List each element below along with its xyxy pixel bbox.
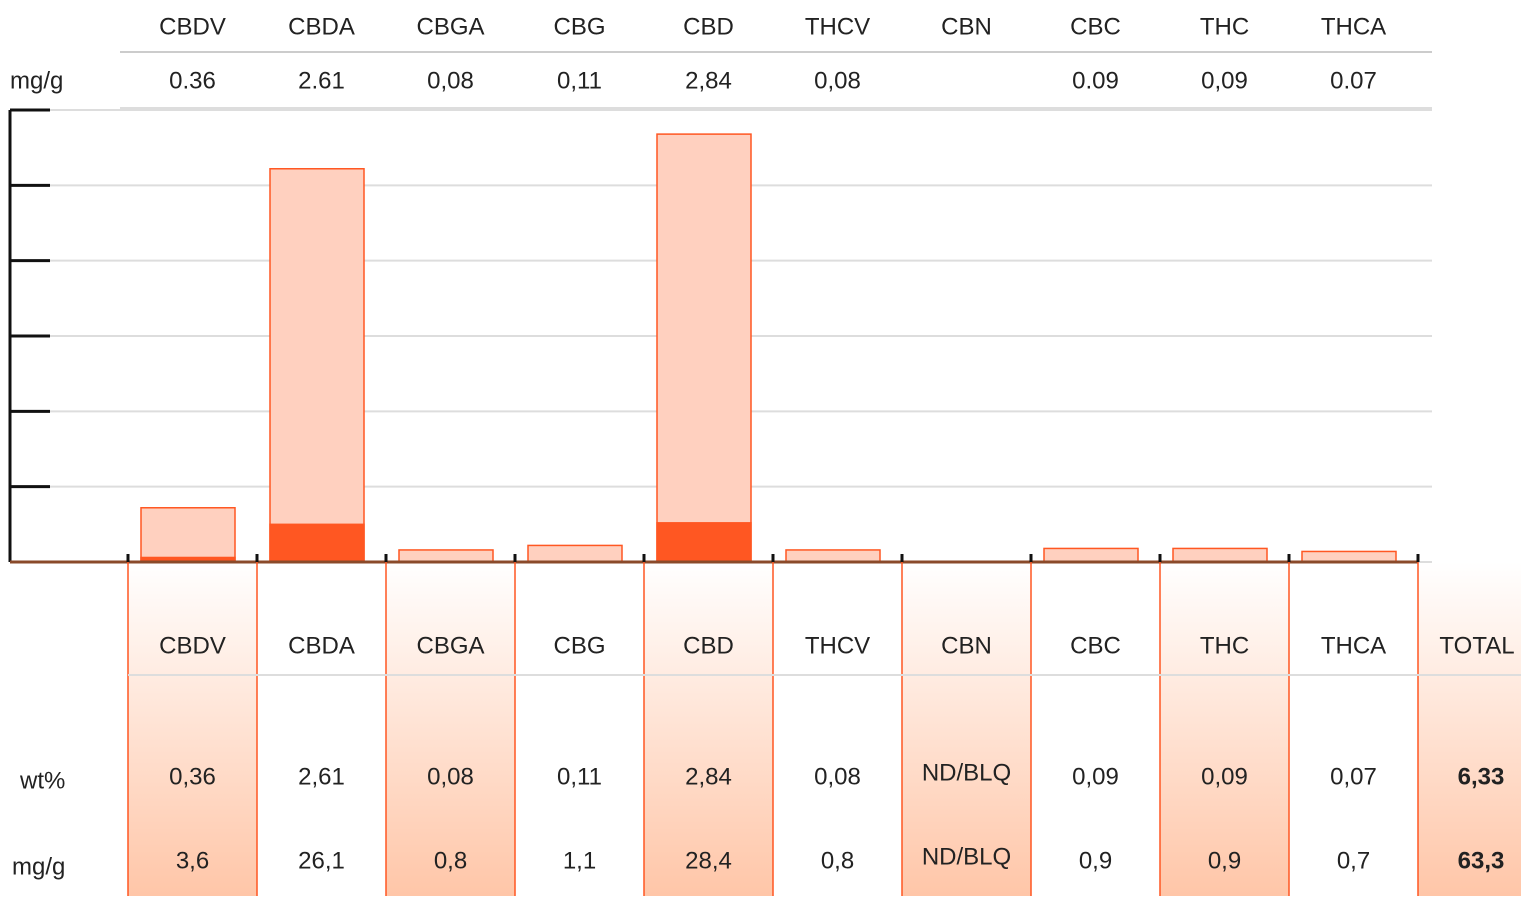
category-label: THCV xyxy=(805,13,870,40)
value-label: 0.36 xyxy=(169,67,216,94)
bar xyxy=(656,522,752,563)
bar xyxy=(1172,547,1268,563)
category-label: CBDA xyxy=(288,13,355,40)
category-label: THC xyxy=(1200,13,1249,40)
table-cell: 26,1 xyxy=(298,847,345,874)
value-label: 0,11 xyxy=(557,67,602,94)
column-shade xyxy=(1160,562,1289,896)
table-cell: 0,9 xyxy=(1079,847,1112,874)
table-header: CBDA xyxy=(288,632,355,659)
table-cell: 0,7 xyxy=(1337,847,1370,874)
table-cell: 28,4 xyxy=(685,847,732,874)
total-shade xyxy=(1418,562,1521,896)
value-label: 0,08 xyxy=(427,67,474,94)
table-cell: 3,6 xyxy=(176,847,209,874)
category-label: CBD xyxy=(683,13,734,40)
table-cell: 0,09 xyxy=(1201,763,1248,790)
bar xyxy=(1301,550,1397,563)
value-label: 0.07 xyxy=(1330,67,1377,94)
table-cell: 0,9 xyxy=(1208,847,1241,874)
bar xyxy=(140,507,236,563)
bar xyxy=(269,168,365,563)
table-cell: ND/BLQ xyxy=(922,843,1011,870)
column-shade xyxy=(902,562,1031,896)
table-header: CBC xyxy=(1070,632,1121,659)
category-label: CBGA xyxy=(416,13,484,40)
bar xyxy=(785,549,881,563)
table-cell: 2,61 xyxy=(298,763,345,790)
table-header: CBG xyxy=(553,632,605,659)
category-label: CBC xyxy=(1070,13,1121,40)
table-cell: 1,1 xyxy=(563,847,596,874)
table-header: CBDV xyxy=(159,632,226,659)
unit-label: mg/g xyxy=(10,67,63,94)
table-header: CBGA xyxy=(416,632,484,659)
bar xyxy=(656,133,752,563)
row-label: wt% xyxy=(19,767,65,794)
category-label: THCA xyxy=(1321,13,1386,40)
column-shade xyxy=(128,562,257,896)
bar xyxy=(1043,547,1139,563)
table-cell: 0,08 xyxy=(814,763,861,790)
table-cell: 0,36 xyxy=(169,763,216,790)
column-shade xyxy=(644,562,773,896)
table-cell: 0,09 xyxy=(1072,763,1119,790)
category-label: CBG xyxy=(553,13,605,40)
value-label: 0,08 xyxy=(814,67,861,94)
table-header: TOTAL xyxy=(1439,632,1514,659)
table-cell: 2,84 xyxy=(685,763,732,790)
table-cell: 0,8 xyxy=(821,847,854,874)
bar xyxy=(398,549,494,563)
table-header: THCA xyxy=(1321,632,1386,659)
category-label: CBN xyxy=(941,13,992,40)
total-cell: 6,33 xyxy=(1458,763,1505,790)
table-cell: 0,8 xyxy=(434,847,467,874)
table-header: CBD xyxy=(683,632,734,659)
value-label: 0.09 xyxy=(1072,67,1119,94)
table-header: CBN xyxy=(941,632,992,659)
value-label: 2.61 xyxy=(298,67,345,94)
column-shade xyxy=(386,562,515,896)
total-cell: 63,3 xyxy=(1458,847,1505,874)
table-cell: 0,07 xyxy=(1330,763,1377,790)
value-label: 0,09 xyxy=(1201,67,1248,94)
table-header: THC xyxy=(1200,632,1249,659)
table-cell: ND/BLQ xyxy=(922,759,1011,786)
row-label: mg/g xyxy=(12,853,65,880)
bar xyxy=(269,523,365,563)
table-cell: 0,08 xyxy=(427,763,474,790)
bar xyxy=(527,544,623,563)
table-header: THCV xyxy=(805,632,870,659)
value-label: 2,84 xyxy=(685,67,732,94)
table-cell: 0,11 xyxy=(557,763,602,790)
category-label: CBDV xyxy=(159,13,226,40)
